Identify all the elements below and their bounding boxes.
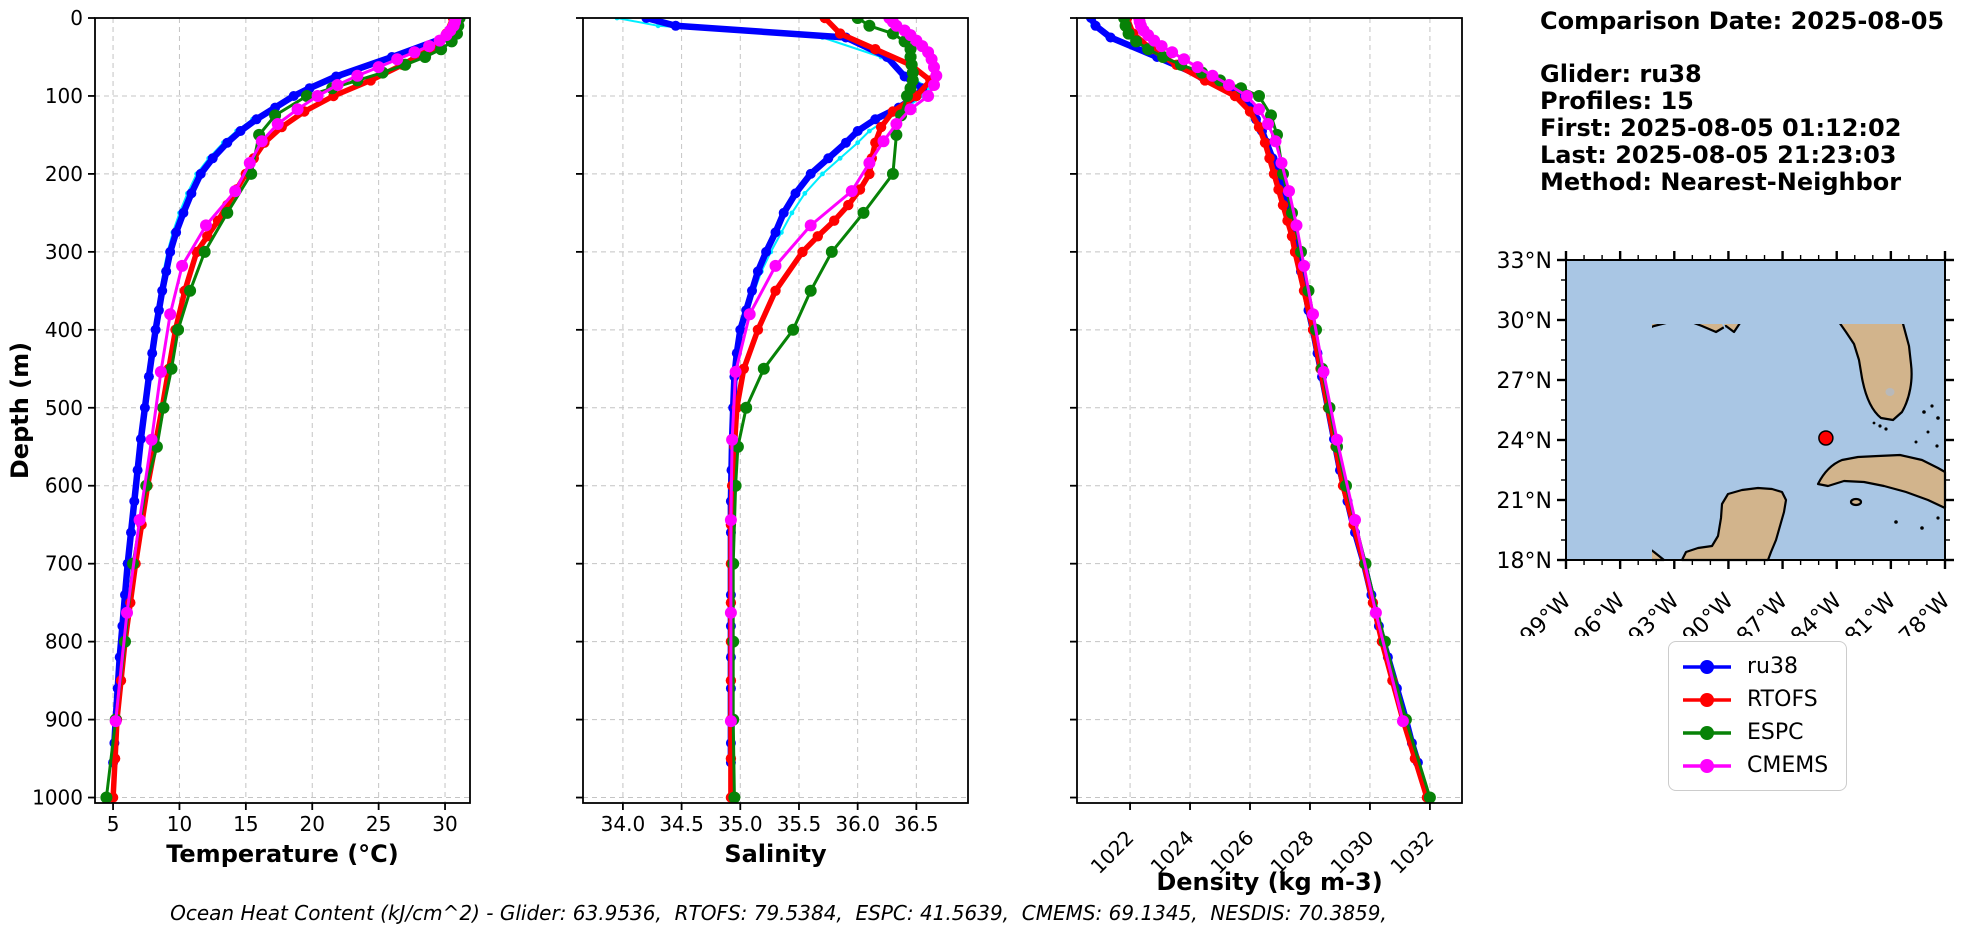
legend: ru38 RTOFS ESPC CMEMS xyxy=(1668,641,1848,791)
svg-text:200: 200 xyxy=(45,162,83,186)
svg-text:21°N: 21°N xyxy=(1497,489,1552,514)
method: Method: Nearest-Neighbor xyxy=(1540,168,1902,196)
series-markers-CMEMS xyxy=(109,18,462,728)
small-islands xyxy=(1872,404,1940,530)
svg-text:87°W: 87°W xyxy=(1732,588,1793,636)
svg-text:36.5: 36.5 xyxy=(894,812,939,836)
svg-text:93°W: 93°W xyxy=(1624,588,1685,636)
legend-swatch-ESPC xyxy=(1683,725,1731,740)
ohc-caption: Ocean Heat Content (kJ/cm^2) - Glider: 6… xyxy=(170,901,1387,925)
glider-name: Glider: ru38 xyxy=(1540,60,1702,88)
svg-text:1022: 1022 xyxy=(1086,826,1139,879)
legend-swatch-CMEMS xyxy=(1683,758,1731,773)
svg-text:34.5: 34.5 xyxy=(659,812,704,836)
legend-item-ESPC: ESPC xyxy=(1681,716,1828,749)
info-spacer xyxy=(1540,35,1944,61)
svg-text:800: 800 xyxy=(45,630,83,654)
svg-text:25: 25 xyxy=(366,812,391,836)
ylabel-depth: Depth (m) xyxy=(6,342,34,479)
svg-text:300: 300 xyxy=(45,240,83,264)
profiles-count: Profiles: 15 xyxy=(1540,87,1694,115)
legend-item-ru38: ru38 xyxy=(1681,650,1828,683)
map-border xyxy=(1565,259,1946,561)
info-block: Comparison Date: 2025-08-05 Glider: ru38… xyxy=(1540,8,1944,196)
svg-text:27°N: 27°N xyxy=(1497,369,1552,394)
profile-charts: 5 10 15 20 25 3001002003004005006007008009001… xyxy=(6,6,1463,896)
svg-text:0: 0 xyxy=(70,6,83,30)
cuba-island xyxy=(1816,453,1947,510)
svg-text:84°W: 84°W xyxy=(1786,588,1847,636)
svg-text:78°W: 78°W xyxy=(1895,588,1956,636)
svg-text:99°W: 99°W xyxy=(1516,588,1577,636)
series-markers-CMEMS xyxy=(1133,18,1409,728)
svg-text:35.0: 35.0 xyxy=(718,812,763,836)
first-profile-time: First: 2025-08-05 01:12:02 xyxy=(1540,114,1902,142)
svg-text:15: 15 xyxy=(233,812,258,836)
legend-swatch-RTOFS xyxy=(1683,692,1731,707)
svg-text:500: 500 xyxy=(45,396,83,420)
series-markers-CMEMS xyxy=(724,18,943,728)
legend-swatch-ru38 xyxy=(1683,659,1731,674)
series-markers-glider-raw xyxy=(1085,18,1419,765)
svg-text:5: 5 xyxy=(107,812,120,836)
last-profile-time: Last: 2025-08-05 21:23:03 xyxy=(1540,141,1897,169)
map-land xyxy=(1652,324,1947,562)
legend-label-ESPC: ESPC xyxy=(1747,720,1804,745)
svg-text:900: 900 xyxy=(45,708,83,732)
svg-text:81°W: 81°W xyxy=(1840,588,1901,636)
panel-salinity: 34.0 34.5 35.0 35.5 36.0 36.5 Salinity xyxy=(576,17,969,868)
svg-text:10: 10 xyxy=(167,812,192,836)
series-line-glider-raw xyxy=(1087,18,1417,764)
legend-label-CMEMS: CMEMS xyxy=(1747,753,1829,778)
gulf-of-mexico-map: 33°N 30°N 27°N 24°N 21°N 18°N 99°W96°W93°W90°W… xyxy=(1497,249,1956,649)
svg-text:30°N: 30°N xyxy=(1497,309,1552,334)
svg-text:20: 20 xyxy=(300,812,325,836)
lake-okeechobee xyxy=(1885,388,1895,396)
glider-position-marker xyxy=(1818,430,1834,446)
yucatan-peninsula xyxy=(1680,486,1788,562)
svg-text:18°N: 18°N xyxy=(1497,549,1552,574)
comparison-date: Comparison Date: 2025-08-05 xyxy=(1540,7,1945,35)
series-line-ESPC xyxy=(731,18,915,799)
svg-text:90°W: 90°W xyxy=(1678,588,1739,636)
svg-text:1000: 1000 xyxy=(32,786,83,810)
xlabel-salinity: Salinity xyxy=(724,840,827,868)
svg-text:1032: 1032 xyxy=(1385,826,1438,879)
svg-text:400: 400 xyxy=(45,318,83,342)
svg-text:100: 100 xyxy=(45,84,83,108)
svg-text:30: 30 xyxy=(432,812,457,836)
svg-text:96°W: 96°W xyxy=(1570,588,1631,636)
legend-item-CMEMS: CMEMS xyxy=(1681,749,1828,782)
isle-of-youth xyxy=(1849,497,1863,507)
legend-label-RTOFS: RTOFS xyxy=(1747,687,1818,712)
xlabel-density: Density (kg m-3) xyxy=(1156,868,1382,896)
legend-item-RTOFS: RTOFS xyxy=(1681,683,1828,716)
svg-text:36.0: 36.0 xyxy=(835,812,880,836)
legend-label-ru38: ru38 xyxy=(1747,654,1798,679)
xlabel-temperature: Temperature (°C) xyxy=(166,840,399,868)
svg-text:34.0: 34.0 xyxy=(601,812,646,836)
svg-text:600: 600 xyxy=(45,474,83,498)
svg-text:24°N: 24°N xyxy=(1497,429,1552,454)
svg-text:33°N: 33°N xyxy=(1497,249,1552,274)
map-ticks xyxy=(1557,251,1954,569)
svg-text:35.5: 35.5 xyxy=(777,812,822,836)
panel-temperature: 5 10 15 20 25 3001002003004005006007008009001… xyxy=(32,6,471,868)
map-panel: 33°N 30°N 27°N 24°N 21°N 18°N 99°W 96°W 93°W 90°W… xyxy=(1480,196,1987,649)
svg-text:700: 700 xyxy=(45,552,83,576)
